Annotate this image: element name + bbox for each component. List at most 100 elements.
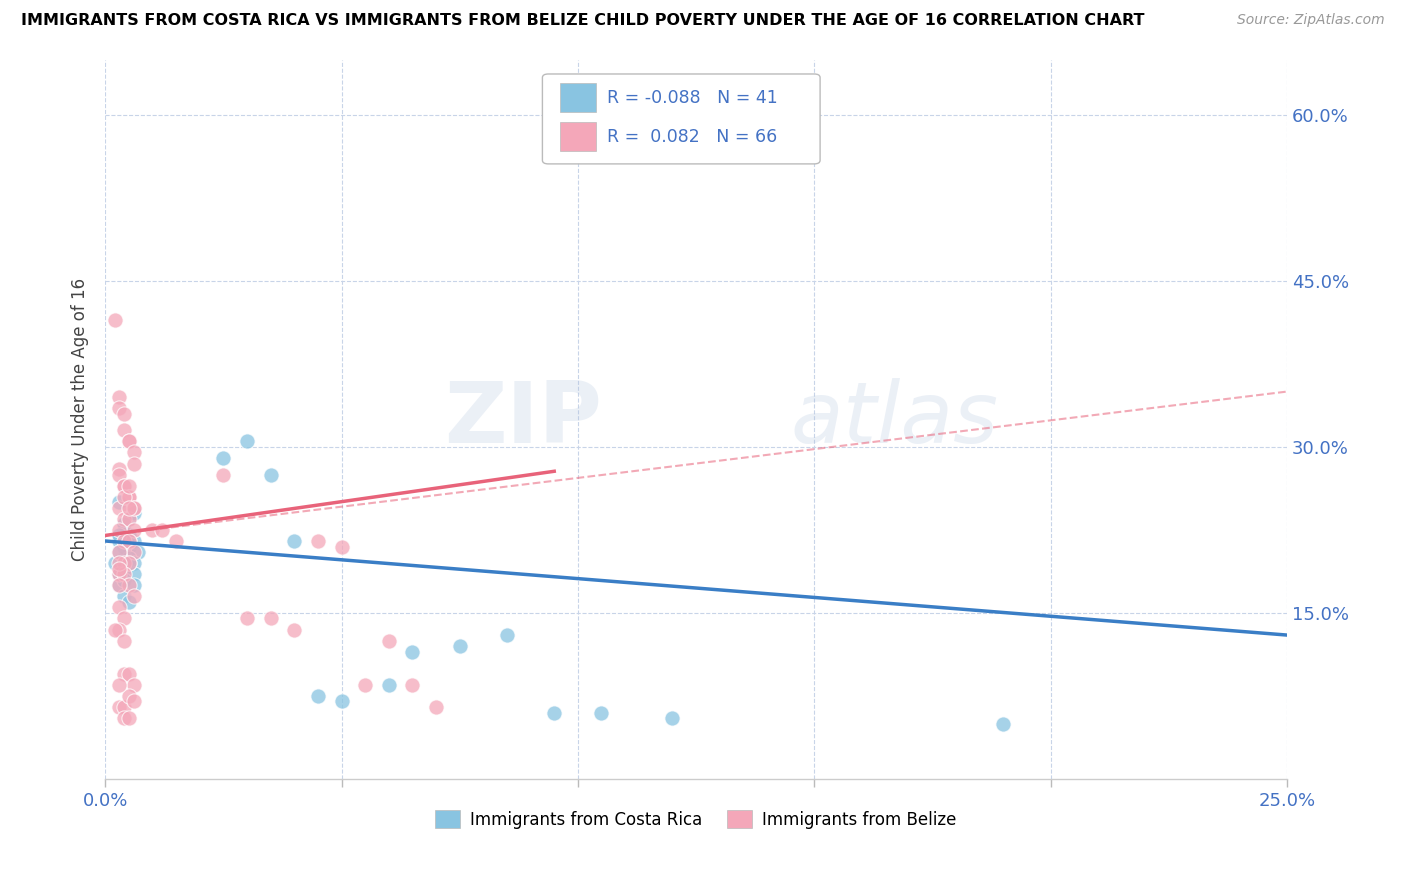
Point [108,578,131,592]
Point [259,611,281,625]
Point [354,678,377,692]
Point [112,567,135,582]
Point [112,512,135,526]
Point [127,545,149,559]
Point [108,567,131,582]
Point [496,628,519,642]
Point [108,600,131,615]
Point [112,611,135,625]
Y-axis label: Child Poverty Under the Age of 16: Child Poverty Under the Age of 16 [72,277,89,561]
Point [118,689,141,703]
Point [118,490,141,504]
Point [122,678,145,692]
Point [993,716,1015,731]
Text: atlas: atlas [790,377,998,461]
Point [122,590,145,604]
Point [112,423,135,437]
Point [108,578,131,592]
Point [118,512,141,526]
Point [112,700,135,714]
Text: R =  0.082   N = 66: R = 0.082 N = 66 [607,128,778,145]
Legend: Immigrants from Costa Rica, Immigrants from Belize: Immigrants from Costa Rica, Immigrants f… [429,804,963,835]
Point [108,623,131,637]
Text: ZIP: ZIP [444,377,602,461]
Point [122,578,145,592]
Point [122,694,145,708]
Point [425,700,447,714]
Point [118,533,141,548]
Point [401,645,423,659]
Point [283,623,305,637]
Point [378,633,401,648]
Point [122,556,145,570]
Point [307,533,329,548]
Point [122,457,145,471]
Point [112,517,135,532]
Point [112,533,135,548]
Point [108,700,131,714]
Point [118,512,141,526]
Point [118,500,141,515]
FancyBboxPatch shape [560,122,596,151]
Point [122,506,145,520]
Point [112,523,135,537]
Point [591,706,613,720]
Point [122,445,145,459]
Point [122,523,145,537]
Point [118,711,141,725]
Point [150,523,173,537]
Point [108,462,131,476]
Point [108,401,131,416]
Point [118,578,141,592]
Point [112,490,135,504]
Point [108,500,131,515]
Point [236,611,259,625]
Point [236,434,259,449]
Point [112,633,135,648]
Point [108,545,131,559]
Point [108,390,131,404]
Point [122,500,145,515]
Point [122,533,145,548]
Point [108,528,131,542]
Text: IMMIGRANTS FROM COSTA RICA VS IMMIGRANTS FROM BELIZE CHILD POVERTY UNDER THE AGE: IMMIGRANTS FROM COSTA RICA VS IMMIGRANTS… [21,13,1144,29]
Point [118,595,141,609]
Point [108,545,131,559]
Point [112,540,135,554]
Point [259,467,281,482]
Point [108,567,131,582]
Point [104,312,127,326]
Text: Source: ZipAtlas.com: Source: ZipAtlas.com [1237,13,1385,28]
Point [141,523,163,537]
Point [118,550,141,565]
FancyBboxPatch shape [560,83,596,112]
Point [122,545,145,559]
Point [118,556,141,570]
Point [165,533,187,548]
Point [118,533,141,548]
Point [112,550,135,565]
Point [212,450,235,465]
Point [212,467,235,482]
Point [112,666,135,681]
Point [104,556,127,570]
Text: R = -0.088   N = 41: R = -0.088 N = 41 [607,88,778,107]
Point [112,711,135,725]
Point [661,711,683,725]
Point [118,528,141,542]
Point [543,706,565,720]
Point [112,478,135,492]
Point [112,478,135,492]
Point [401,678,423,692]
Point [118,490,141,504]
Point [330,540,353,554]
Point [118,478,141,492]
Point [118,540,141,554]
Point [112,556,135,570]
Point [112,407,135,421]
Point [108,556,131,570]
Point [283,533,305,548]
Point [112,573,135,587]
Point [118,556,141,570]
Point [118,666,141,681]
